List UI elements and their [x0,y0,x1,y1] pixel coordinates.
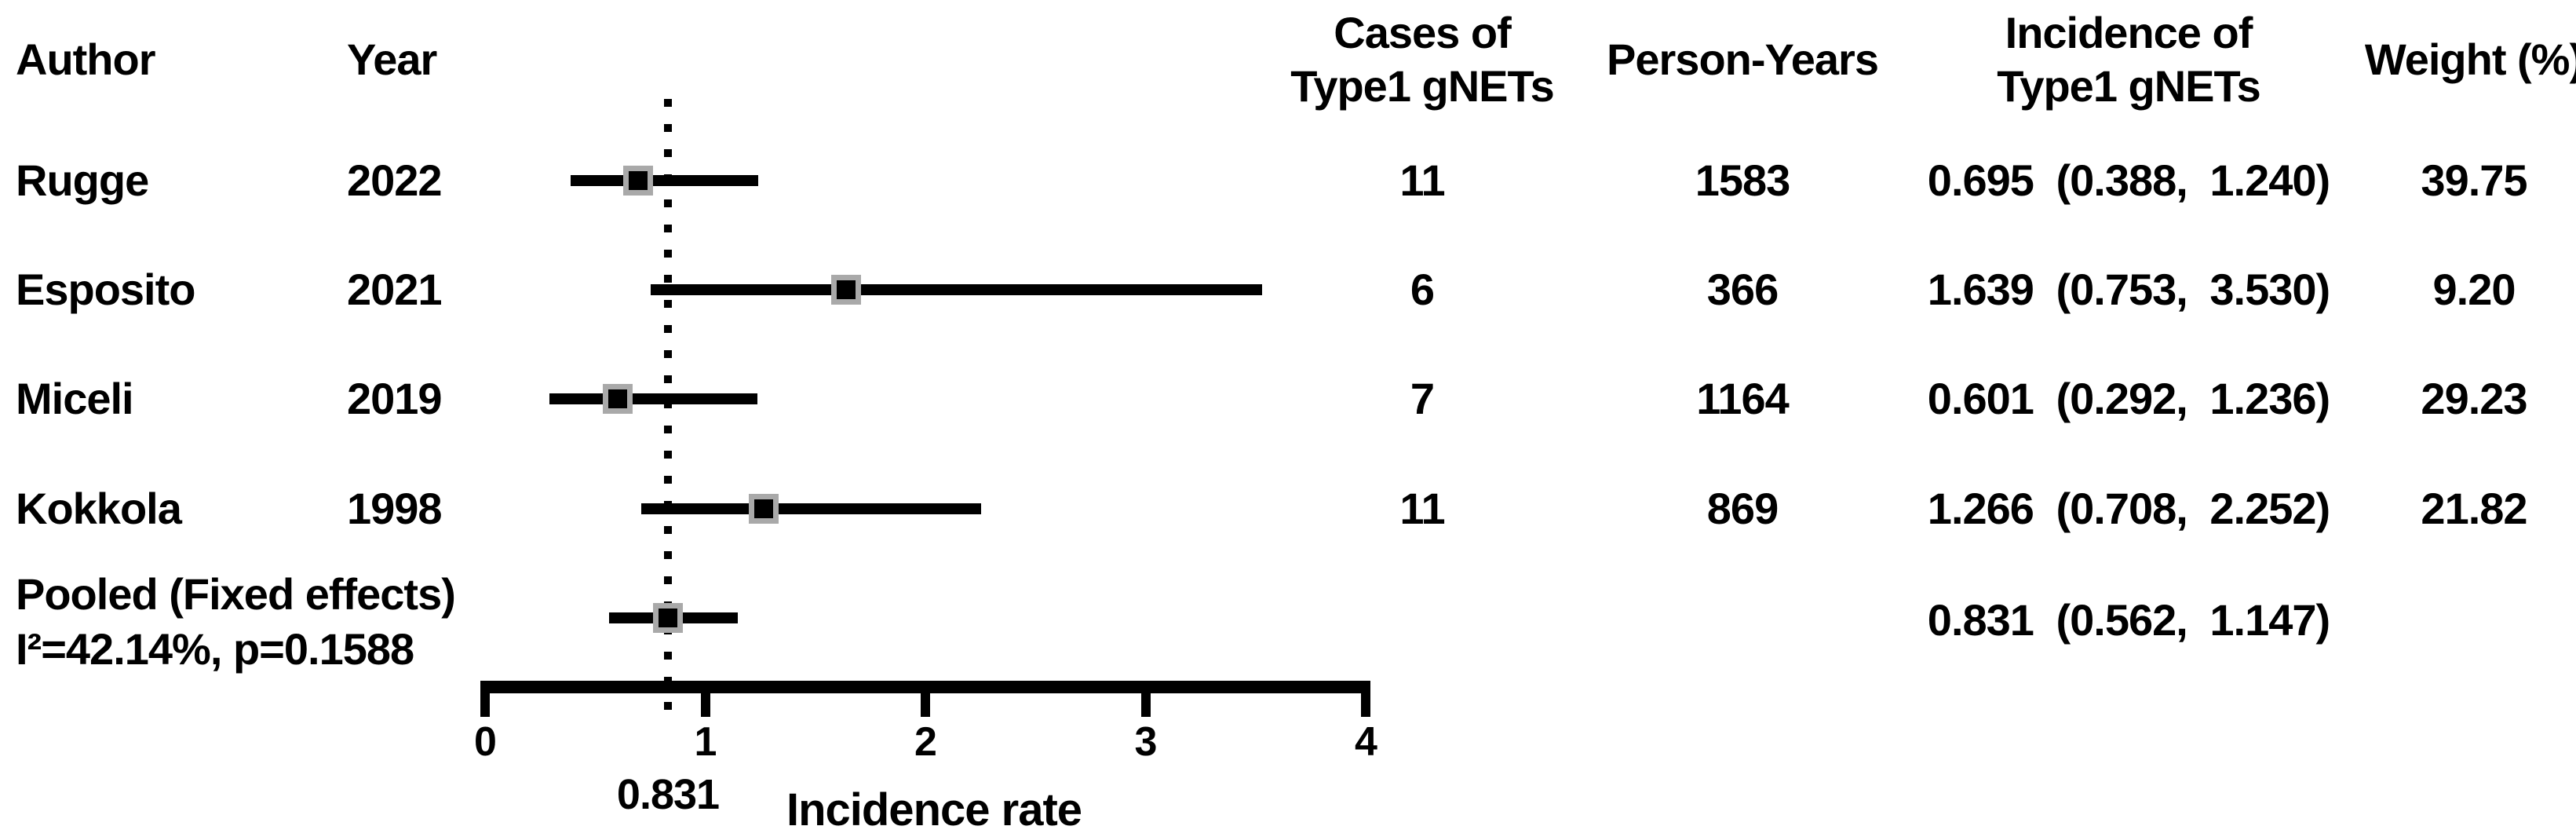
ci-line [640,503,981,514]
ci-line [549,393,757,404]
column-header-cases-line1: Cases of [1334,8,1511,57]
column-header-author: Author [16,35,156,84]
heterogeneity-label: I²=42.14%, p=0.1588 [16,624,414,674]
column-header-incidence-line1: Incidence of [2005,8,2253,57]
point-estimate-marker [602,384,633,414]
point-estimate-marker [622,166,653,196]
x-axis-tick-label: 2 [914,719,937,765]
person-years-value: 869 [1706,484,1779,533]
column-header-person-years: Person-Years [1607,35,1879,84]
person-years-value: 1583 [1695,155,1791,205]
weight-value: 39.75 [2421,155,2527,205]
column-header-weight: Weight (%) [2364,35,2576,84]
incidence-ci-value: 1.266 (0.708, 2.252) [1927,484,2330,533]
reference-line [664,99,673,721]
pooled-point-estimate-marker [653,603,684,633]
x-axis-tick-label: 1 [694,719,717,765]
cases-value: 11 [1399,484,1445,533]
point-estimate-marker [830,275,861,305]
weight-value: 9.20 [2432,265,2516,314]
column-header-year: Year [347,35,437,84]
study-year-label: 2019 [347,374,443,423]
study-author-label: Miceli [16,374,134,423]
point-estimate-marker [749,494,779,524]
person-years-value: 366 [1706,265,1779,314]
reference-value-label: 0.831 [616,771,720,818]
study-author-label: Rugge [16,155,149,205]
weight-value: 21.82 [2421,484,2527,533]
ci-line [570,175,758,186]
incidence-ci-value: 0.601 (0.292, 1.236) [1927,374,2330,423]
cases-value: 7 [1410,374,1435,423]
cases-value: 11 [1399,155,1445,205]
study-year-label: 2022 [347,155,443,205]
study-year-label: 2021 [347,265,443,314]
pooled-incidence-value: 0.831 (0.562, 1.147) [1927,595,2330,645]
study-year-label: 1998 [347,484,443,533]
incidence-ci-value: 1.639 (0.753, 3.530) [1927,265,2330,314]
x-axis-title: Incidence rate [786,784,1082,835]
x-axis-tick-label: 0 [474,719,497,765]
column-header-cases-line2: Type1 gNETs [1290,61,1554,111]
incidence-ci-value: 0.695 (0.388, 1.240) [1927,155,2330,205]
x-axis-tick-label: 4 [1355,719,1377,765]
pooled-label: Pooled (Fixed effects) [16,569,456,619]
person-years-value: 1164 [1696,374,1789,423]
column-header-incidence-line2: Type1 gNETs [1997,61,2260,111]
x-axis-line [480,681,1370,693]
weight-value: 29.23 [2421,374,2527,423]
study-author-label: Kokkola [16,484,182,533]
ci-line [651,284,1263,295]
x-axis-tick-label: 3 [1134,719,1158,765]
study-author-label: Esposito [16,265,195,314]
cases-value: 6 [1410,265,1435,314]
